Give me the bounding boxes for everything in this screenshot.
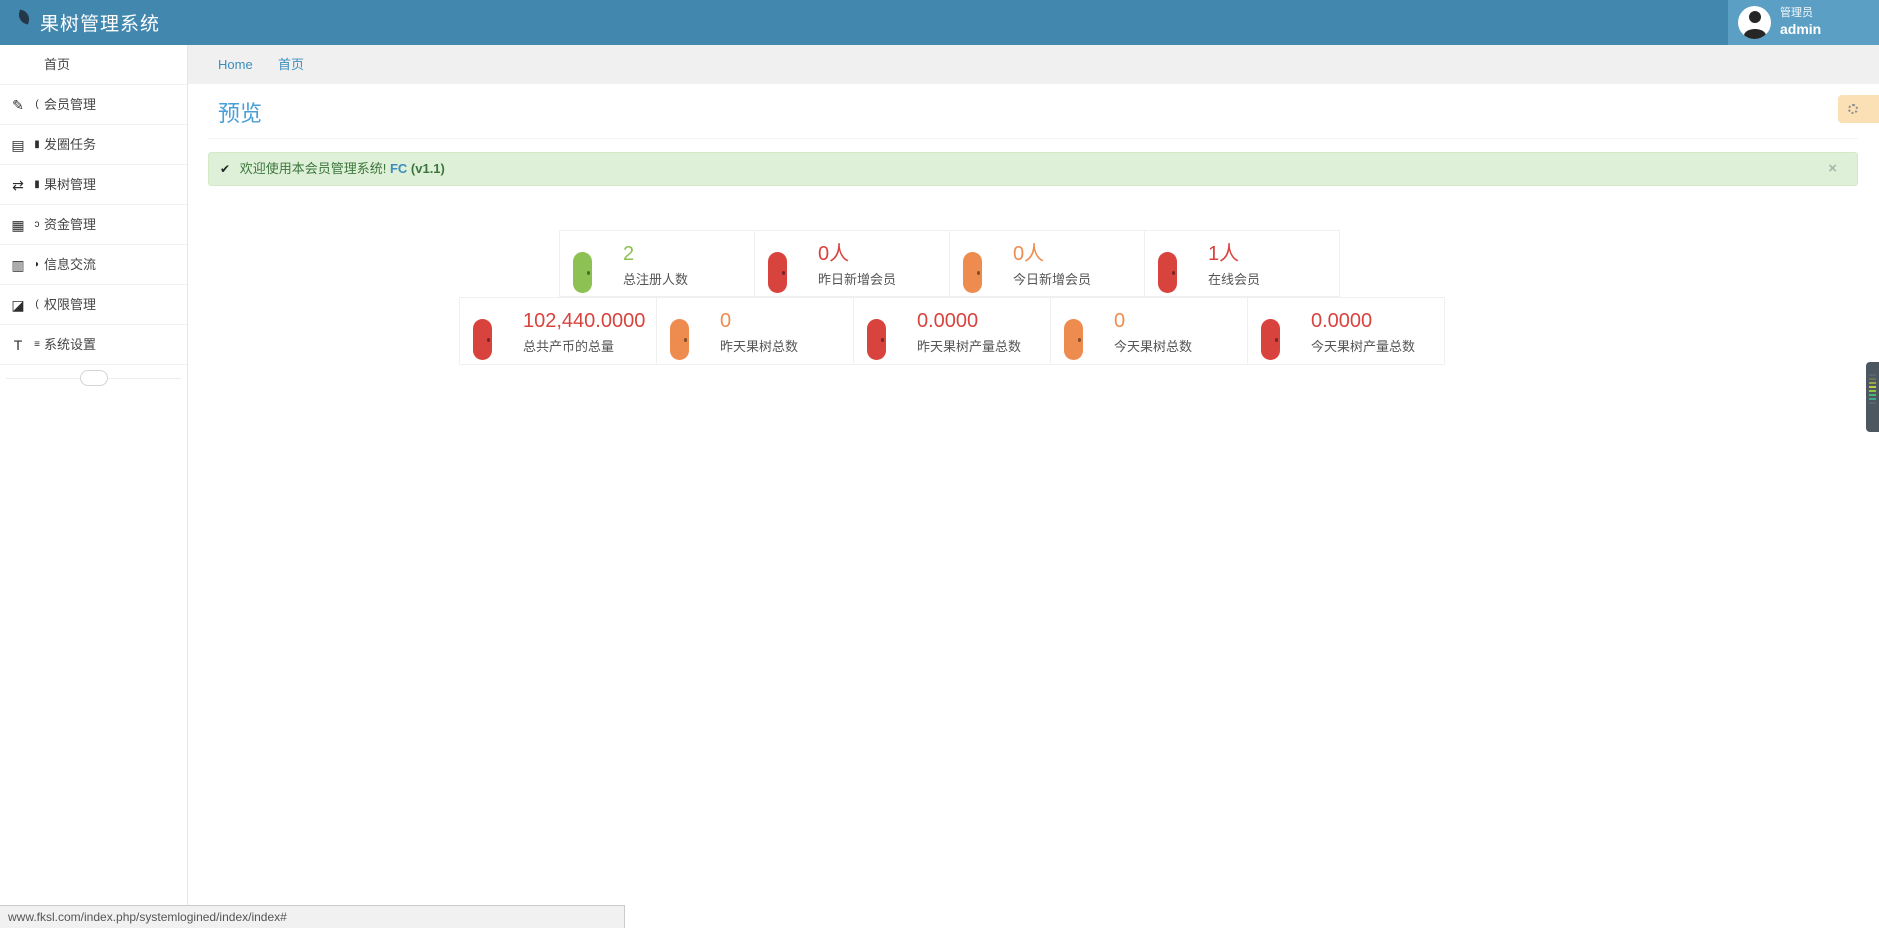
sidebar-item-fruit-trees[interactable]: ⇄ ▮ 果树管理 xyxy=(0,165,187,205)
sidebar-item-mark-icon: ▮ xyxy=(34,139,40,150)
alert-version: (v1.1) xyxy=(410,161,445,176)
stat-yesterday-trees: 0 昨天果树总数 xyxy=(656,297,854,365)
sidebar-item-icon: ⇄ xyxy=(12,177,24,193)
stat-pill-icon xyxy=(670,319,689,360)
sidebar-item-label: 首页 xyxy=(44,57,71,72)
check-icon: ✔ xyxy=(220,162,231,176)
status-bar: www.fksl.com/index.php/systemlogined/ind… xyxy=(0,905,625,928)
stat-today-trees: 0 今天果树总数 xyxy=(1050,297,1248,365)
user-role: 管理员 xyxy=(1780,6,1813,19)
stat-value: 1人 xyxy=(1208,243,1240,265)
stat-value: 0人 xyxy=(818,243,850,265)
sidebar-item-home[interactable]: 首页 xyxy=(0,45,187,85)
stat-label: 今天果树产量总数 xyxy=(1311,339,1416,354)
sidebar: 首页 ✎ ( 会员管理 ▤ ▮ 发圈任务 ⇄ ▮ 果树管理 ▦ ɔ xyxy=(0,45,188,928)
leaf-icon xyxy=(16,8,32,25)
stat-yesterday-tree-output: 0.0000 昨天果树产量总数 xyxy=(853,297,1051,365)
stat-pill-icon xyxy=(1261,319,1280,360)
sidebar-item-settings[interactable]: T ≡ 系统设置 xyxy=(0,325,187,365)
sidebar-item-label: 系统设置 xyxy=(44,337,97,352)
sidebar-item-permissions[interactable]: ◪ ( 权限管理 xyxy=(0,285,187,325)
sidebar-item-label: 信息交流 xyxy=(44,257,97,272)
stat-total-coins: 102,440.0000 总共产币的总量 xyxy=(459,297,657,365)
stat-online-members: 1人 在线会员 xyxy=(1144,230,1340,297)
stat-value: 0.0000 xyxy=(917,310,979,332)
stat-pill-icon xyxy=(963,252,982,293)
sidebar-item-mark-icon: ≡ xyxy=(34,339,40,350)
sidebar-item-icon: ◪ xyxy=(11,297,25,313)
user-name: admin xyxy=(1780,20,1822,37)
stat-label: 今天果树总数 xyxy=(1114,339,1193,354)
sidebar-toggle[interactable] xyxy=(79,370,108,386)
sidebar-item-messages[interactable]: ▥ ◗ 信息交流 xyxy=(0,245,187,285)
stat-total-registered: 2 总注册人数 xyxy=(559,230,755,297)
stat-pill-icon xyxy=(867,319,886,360)
stat-pill-icon xyxy=(1064,319,1083,360)
sidebar-item-icon: ✎ xyxy=(12,97,24,113)
stats-row-2: 102,440.0000 总共产币的总量 0 昨天果树总数 0.0000 昨天果… xyxy=(459,297,1445,365)
status-url: www.fksl.com/index.php/systemlogined/ind… xyxy=(8,910,287,924)
stat-label: 昨日新增会员 xyxy=(818,272,897,287)
stat-label: 昨天果树产量总数 xyxy=(917,339,1022,354)
sidebar-item-label: 资金管理 xyxy=(44,217,97,232)
main-content: 预览 ✔ 欢迎使用本会员管理系统! FC (v1.1) × 2 总注册人数 xyxy=(188,84,1879,928)
sidebar-item-label: 果树管理 xyxy=(44,177,97,192)
app-title: 果树管理系统 xyxy=(40,14,161,35)
settings-tab[interactable] xyxy=(1838,95,1879,123)
stat-today-new-members: 0人 今日新增会员 xyxy=(949,230,1145,297)
stat-value: 0 xyxy=(720,310,732,332)
breadcrumb: Home 首页 xyxy=(188,45,1879,84)
stat-value: 2 xyxy=(623,243,635,265)
sidebar-item-label: 权限管理 xyxy=(44,297,97,312)
stat-value: 0人 xyxy=(1013,243,1045,265)
sidebar-item-icon: ▥ xyxy=(11,257,25,273)
stats-row-1: 2 总注册人数 0人 昨日新增会员 0人 今日新增会员 1人 xyxy=(559,230,1340,297)
breadcrumb-current-link[interactable]: 首页 xyxy=(278,57,305,72)
breadcrumb-home-link[interactable]: Home xyxy=(218,57,253,72)
sidebar-item-mark-icon: ( xyxy=(35,99,39,110)
sidebar-item-funds[interactable]: ▦ ɔ 资金管理 xyxy=(0,205,187,245)
stat-label: 总注册人数 xyxy=(623,272,689,287)
sidebar-item-mark-icon: ▮ xyxy=(34,179,40,190)
sidebar-item-circle-task[interactable]: ▤ ▮ 发圈任务 xyxy=(0,125,187,165)
panel-divider xyxy=(208,138,1858,139)
sidebar-item-label: 会员管理 xyxy=(44,97,97,112)
stat-value: 0.0000 xyxy=(1311,310,1373,332)
welcome-alert: ✔ 欢迎使用本会员管理系统! FC (v1.1) × xyxy=(208,152,1858,186)
stat-label: 总共产币的总量 xyxy=(523,339,615,354)
alert-brand: FC xyxy=(389,161,408,176)
avatar xyxy=(1738,6,1771,39)
user-menu[interactable]: 管理员 admin xyxy=(1728,0,1879,45)
stat-pill-icon xyxy=(1158,252,1177,293)
sidebar-item-mark-icon: ( xyxy=(35,299,39,310)
sidebar-item-members[interactable]: ✎ ( 会员管理 xyxy=(0,85,187,125)
stat-pill-icon xyxy=(473,319,492,360)
stat-pill-icon xyxy=(768,252,787,293)
gear-icon xyxy=(1848,104,1858,114)
app-logo[interactable]: 果树管理系统 xyxy=(16,0,161,45)
sidebar-item-icon: ▤ xyxy=(11,137,25,153)
sidebar-item-mark-icon: ɔ xyxy=(34,219,40,230)
scrollbar-widget[interactable] xyxy=(1866,362,1879,432)
sidebar-item-label: 发圈任务 xyxy=(44,137,97,152)
sidebar-item-icon: T xyxy=(13,337,23,353)
stat-value: 0 xyxy=(1114,310,1126,332)
stat-label: 昨天果树总数 xyxy=(720,339,799,354)
page-title: 预览 xyxy=(218,101,263,126)
alert-message: 欢迎使用本会员管理系统! xyxy=(239,161,387,176)
top-header: 果树管理系统 管理员 admin xyxy=(0,0,1879,45)
stat-yesterday-new-members: 0人 昨日新增会员 xyxy=(754,230,950,297)
sidebar-toggle-row xyxy=(0,365,187,393)
sidebar-item-mark-icon: ◗ xyxy=(33,259,41,270)
stat-label: 在线会员 xyxy=(1208,272,1261,287)
stat-label: 今日新增会员 xyxy=(1013,272,1092,287)
stat-pill-icon xyxy=(573,252,592,293)
alert-close-icon[interactable]: × xyxy=(1828,160,1837,177)
stat-value: 102,440.0000 xyxy=(523,310,646,332)
sidebar-item-icon: ▦ xyxy=(11,217,25,233)
stat-today-tree-output: 0.0000 今天果树产量总数 xyxy=(1247,297,1445,365)
